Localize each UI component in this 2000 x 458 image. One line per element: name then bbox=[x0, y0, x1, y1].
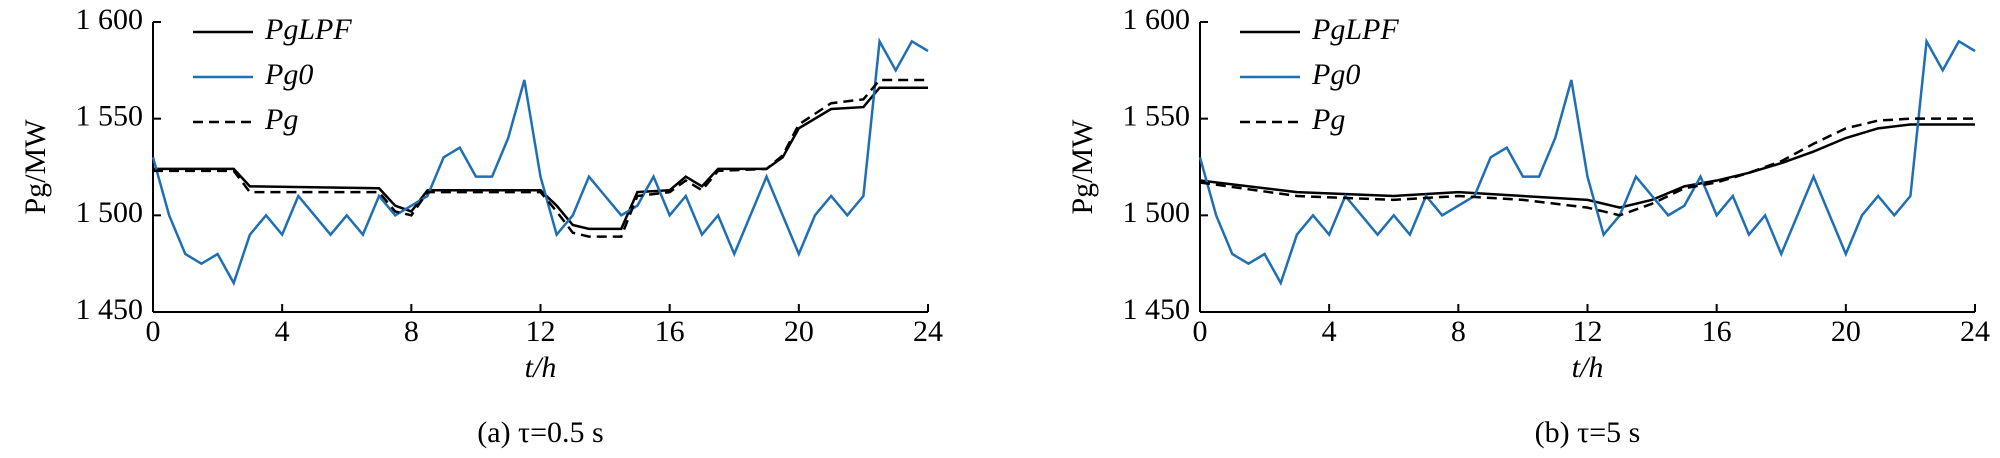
legend-label: Pg0 bbox=[1311, 58, 1360, 91]
x-tick-label: 4 bbox=[1322, 315, 1337, 348]
legend-label: Pg bbox=[264, 103, 298, 136]
x-tick-label: 12 bbox=[526, 315, 556, 348]
legend-label: Pg bbox=[1311, 103, 1345, 136]
legend-label: Pg0 bbox=[264, 58, 313, 91]
series-line bbox=[153, 78, 928, 238]
x-tick-label: 16 bbox=[655, 315, 685, 348]
subtitle: (b) τ=5 s bbox=[1535, 416, 1641, 449]
y-tick-label: 1 550 bbox=[1123, 100, 1191, 133]
series-line bbox=[1199, 117, 1975, 217]
y-tick-label: 1 600 bbox=[76, 3, 144, 36]
y-tick-label: 1 500 bbox=[1123, 196, 1191, 229]
y-tick-label: 1 600 bbox=[1123, 3, 1191, 36]
x-tick-label: 4 bbox=[275, 315, 290, 348]
x-tick-label: 0 bbox=[146, 315, 161, 348]
legend-label: PgLPF bbox=[264, 13, 352, 46]
x-tick-label: 8 bbox=[404, 315, 419, 348]
x-axis-label: t/h bbox=[1572, 351, 1604, 384]
x-tick-label: 16 bbox=[1702, 315, 1732, 348]
legend-label: PgLPF bbox=[1311, 13, 1399, 46]
x-tick-label: 20 bbox=[784, 315, 814, 348]
x-tick-label: 24 bbox=[1960, 315, 1990, 348]
y-tick-label: 1 500 bbox=[76, 196, 144, 229]
x-tick-label: 12 bbox=[1573, 315, 1603, 348]
y-axis-label: Pg/MW bbox=[1066, 119, 1099, 215]
series-line bbox=[1199, 123, 1975, 209]
y-tick-label: 1 450 bbox=[76, 293, 144, 326]
x-tick-label: 8 bbox=[1451, 315, 1466, 348]
series-line bbox=[1198, 37, 1976, 287]
y-tick-label: 1 550 bbox=[76, 100, 144, 133]
y-axis-label: Pg/MW bbox=[19, 119, 52, 215]
x-tick-label: 20 bbox=[1831, 315, 1861, 348]
subtitle: (a) τ=0.5 s bbox=[477, 416, 603, 449]
x-axis-label: t/h bbox=[525, 351, 557, 384]
y-tick-label: 1 450 bbox=[1123, 293, 1191, 326]
series-line bbox=[151, 37, 929, 287]
x-tick-label: 0 bbox=[1193, 315, 1208, 348]
x-tick-label: 24 bbox=[913, 315, 943, 348]
